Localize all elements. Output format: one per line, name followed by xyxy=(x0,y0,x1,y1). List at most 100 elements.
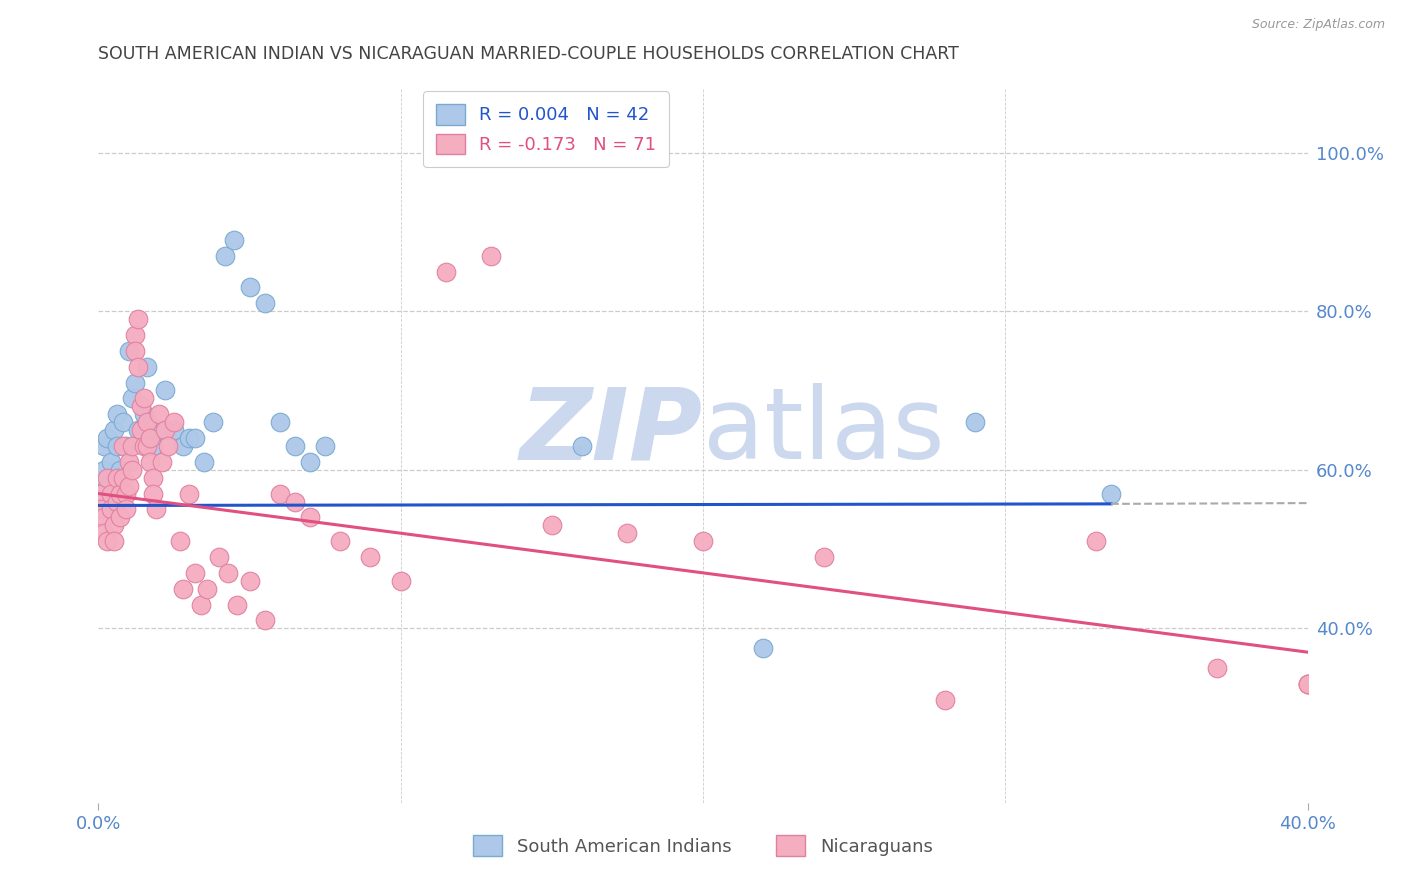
Point xyxy=(163,415,186,429)
Point xyxy=(103,471,125,485)
Point xyxy=(208,549,231,564)
Point xyxy=(1296,677,1319,691)
Point xyxy=(108,463,131,477)
Point xyxy=(314,439,336,453)
Point xyxy=(135,359,157,374)
Point xyxy=(93,526,115,541)
Point xyxy=(129,400,152,414)
Point xyxy=(124,328,146,343)
Point xyxy=(813,549,835,564)
Point xyxy=(93,439,115,453)
Point xyxy=(269,486,291,500)
Point xyxy=(389,574,412,588)
Legend: South American Indians, Nicaraguans: South American Indians, Nicaraguans xyxy=(464,826,942,865)
Point xyxy=(253,296,276,310)
Point xyxy=(105,471,128,485)
Point xyxy=(121,463,143,477)
Point xyxy=(105,439,128,453)
Point xyxy=(360,549,382,564)
Point xyxy=(105,494,128,508)
Point xyxy=(172,439,194,453)
Point xyxy=(127,312,149,326)
Point xyxy=(129,423,152,437)
Point xyxy=(103,423,125,437)
Point xyxy=(114,486,136,500)
Point xyxy=(148,423,170,437)
Point xyxy=(145,502,167,516)
Point xyxy=(118,478,141,492)
Point xyxy=(121,439,143,453)
Point xyxy=(481,249,503,263)
Point xyxy=(226,598,249,612)
Point xyxy=(142,439,165,453)
Point xyxy=(616,526,638,541)
Point xyxy=(114,439,136,453)
Point xyxy=(284,494,307,508)
Point xyxy=(100,486,122,500)
Point xyxy=(184,431,207,445)
Point xyxy=(163,423,186,437)
Point xyxy=(96,431,118,445)
Point xyxy=(90,486,112,500)
Point xyxy=(127,423,149,437)
Point xyxy=(93,463,115,477)
Point xyxy=(156,439,179,453)
Point xyxy=(184,566,207,580)
Point xyxy=(124,376,146,390)
Point xyxy=(103,534,125,549)
Point xyxy=(172,582,194,596)
Point xyxy=(329,534,352,549)
Point xyxy=(214,249,236,263)
Point xyxy=(179,431,201,445)
Point xyxy=(142,471,165,485)
Point xyxy=(132,439,155,453)
Point xyxy=(1206,661,1229,675)
Point xyxy=(1296,677,1319,691)
Point xyxy=(105,407,128,421)
Point xyxy=(96,478,118,492)
Point xyxy=(127,359,149,374)
Point xyxy=(100,502,122,516)
Point xyxy=(202,415,225,429)
Point xyxy=(150,455,173,469)
Point xyxy=(193,455,215,469)
Text: atlas: atlas xyxy=(703,384,945,480)
Point xyxy=(108,510,131,524)
Point xyxy=(111,471,134,485)
Point xyxy=(217,566,239,580)
Point xyxy=(90,502,112,516)
Point xyxy=(965,415,987,429)
Point xyxy=(540,518,562,533)
Point xyxy=(752,641,775,656)
Point xyxy=(299,455,322,469)
Point xyxy=(108,486,131,500)
Point xyxy=(111,439,134,453)
Point xyxy=(195,582,218,596)
Y-axis label: Married-couple Households: Married-couple Households xyxy=(0,342,7,550)
Point xyxy=(571,439,593,453)
Point xyxy=(135,415,157,429)
Point xyxy=(284,439,307,453)
Point xyxy=(148,407,170,421)
Point xyxy=(153,423,176,437)
Point xyxy=(132,392,155,406)
Point xyxy=(434,264,457,278)
Point xyxy=(118,455,141,469)
Point xyxy=(124,343,146,358)
Point xyxy=(96,471,118,485)
Point xyxy=(239,280,262,294)
Point xyxy=(299,510,322,524)
Point xyxy=(224,233,246,247)
Point xyxy=(239,574,262,588)
Text: SOUTH AMERICAN INDIAN VS NICARAGUAN MARRIED-COUPLE HOUSEHOLDS CORRELATION CHART: SOUTH AMERICAN INDIAN VS NICARAGUAN MARR… xyxy=(98,45,959,62)
Text: ZIP: ZIP xyxy=(520,384,703,480)
Text: Source: ZipAtlas.com: Source: ZipAtlas.com xyxy=(1251,18,1385,31)
Point xyxy=(114,502,136,516)
Point xyxy=(96,534,118,549)
Point xyxy=(100,502,122,516)
Point xyxy=(100,455,122,469)
Point xyxy=(934,692,956,706)
Point xyxy=(269,415,291,429)
Point xyxy=(169,534,191,549)
Point xyxy=(121,392,143,406)
